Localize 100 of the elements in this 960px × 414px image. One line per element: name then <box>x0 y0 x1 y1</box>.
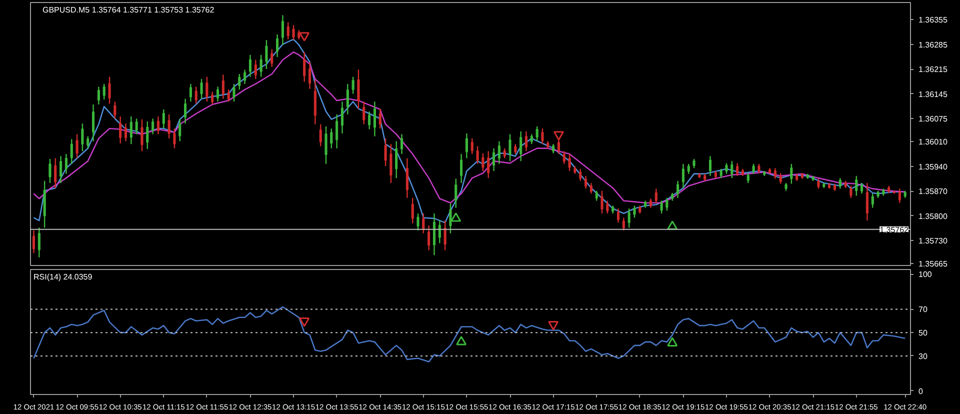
candlestick <box>568 153 571 172</box>
candlestick <box>60 156 62 184</box>
candlestick <box>682 163 684 189</box>
y-tick-label: 50 <box>918 328 928 338</box>
candlestick <box>232 83 236 102</box>
candlestick <box>871 193 874 208</box>
point <box>553 131 564 140</box>
candlestick <box>498 140 500 165</box>
candlestick <box>135 118 138 135</box>
candlestick <box>330 128 333 149</box>
candlestick <box>146 120 149 150</box>
candlestick <box>384 138 387 167</box>
candlestick <box>222 74 224 100</box>
candlestick <box>276 34 279 58</box>
candlestick <box>790 163 793 184</box>
candlestick <box>395 140 398 179</box>
candlestick <box>368 110 371 130</box>
candlestick <box>373 101 376 137</box>
candlestick <box>81 122 84 152</box>
y-tick-label: 30 <box>918 352 928 361</box>
candlestick <box>779 172 782 184</box>
candlestick <box>64 153 68 174</box>
y-tick-label: 1.36075 <box>918 114 948 124</box>
candlestick <box>898 188 901 204</box>
candlestick <box>855 175 858 196</box>
y-tick-label: 1.36010 <box>918 138 948 147</box>
candlestick <box>76 134 78 159</box>
ref-line-label: 1.35762 <box>880 225 910 234</box>
point <box>667 220 678 230</box>
candlestick <box>725 162 728 174</box>
candlestick <box>124 122 128 142</box>
candlestick <box>514 143 517 155</box>
candlestick <box>774 168 776 180</box>
candlestick <box>281 14 284 46</box>
candlestick <box>189 83 192 102</box>
candlestick <box>595 190 598 202</box>
candlestick <box>340 101 344 134</box>
candlestick <box>346 83 349 115</box>
candlestick <box>530 134 533 145</box>
candlestick <box>606 200 609 214</box>
candlestick <box>692 158 696 169</box>
candlestick <box>286 22 290 40</box>
candlestick <box>616 208 620 224</box>
candlestick <box>303 51 306 82</box>
candlestick <box>460 153 463 184</box>
candlestick <box>584 175 588 190</box>
candlestick <box>687 163 690 174</box>
candlestick <box>216 86 220 102</box>
candlestick <box>38 227 40 258</box>
candlestick <box>454 178 458 208</box>
candlestick <box>487 150 490 179</box>
y-tick-label: 1.35730 <box>918 236 948 246</box>
candlestick <box>708 156 712 177</box>
y-tick-label: 100 <box>918 270 932 280</box>
candlestick <box>200 78 203 100</box>
y-tick-label: 1.36355 <box>918 15 948 24</box>
candlestick <box>211 91 214 106</box>
candlestick <box>411 197 414 224</box>
candlestick <box>579 168 582 182</box>
candlestick <box>536 126 538 142</box>
candlestick <box>590 182 592 194</box>
candlestick <box>482 152 484 172</box>
candlestick <box>260 54 262 78</box>
y-tick-label: 0 <box>918 386 924 396</box>
candlestick <box>238 73 241 90</box>
candlestick <box>114 101 116 120</box>
candlestick <box>92 104 95 142</box>
candlestick <box>244 69 246 85</box>
candlestick <box>406 158 408 198</box>
candlestick <box>400 134 404 155</box>
y-tick-label: 1.36285 <box>918 40 948 50</box>
point <box>450 212 462 222</box>
candlestick <box>378 108 382 130</box>
candlestick <box>86 136 90 149</box>
candlestick <box>119 116 122 144</box>
candlestick <box>730 160 734 179</box>
candlestick <box>428 224 430 251</box>
candlestick <box>108 76 111 104</box>
candlestick <box>70 138 73 165</box>
candlestick <box>292 24 295 41</box>
candlestick <box>227 88 230 102</box>
y-tick-label: 1.36215 <box>918 65 948 74</box>
candlestick <box>866 182 868 222</box>
candlestick <box>628 208 630 228</box>
candlestick <box>633 205 636 218</box>
y-tick-label: 1.35940 <box>918 162 948 172</box>
candlestick <box>666 197 668 212</box>
candlestick <box>492 148 496 172</box>
y-tick-label: 70 <box>918 305 928 314</box>
y-tick-label: 1.35800 <box>918 212 948 221</box>
candlestick <box>270 48 274 68</box>
candlestick <box>476 146 479 165</box>
candlestick <box>152 118 154 135</box>
candlestick <box>336 114 338 149</box>
candlestick <box>140 118 144 152</box>
candlestick <box>248 54 252 78</box>
candlestick <box>254 59 257 80</box>
candlestick <box>622 217 625 232</box>
candlestick <box>168 114 170 140</box>
candlestick <box>752 163 755 174</box>
